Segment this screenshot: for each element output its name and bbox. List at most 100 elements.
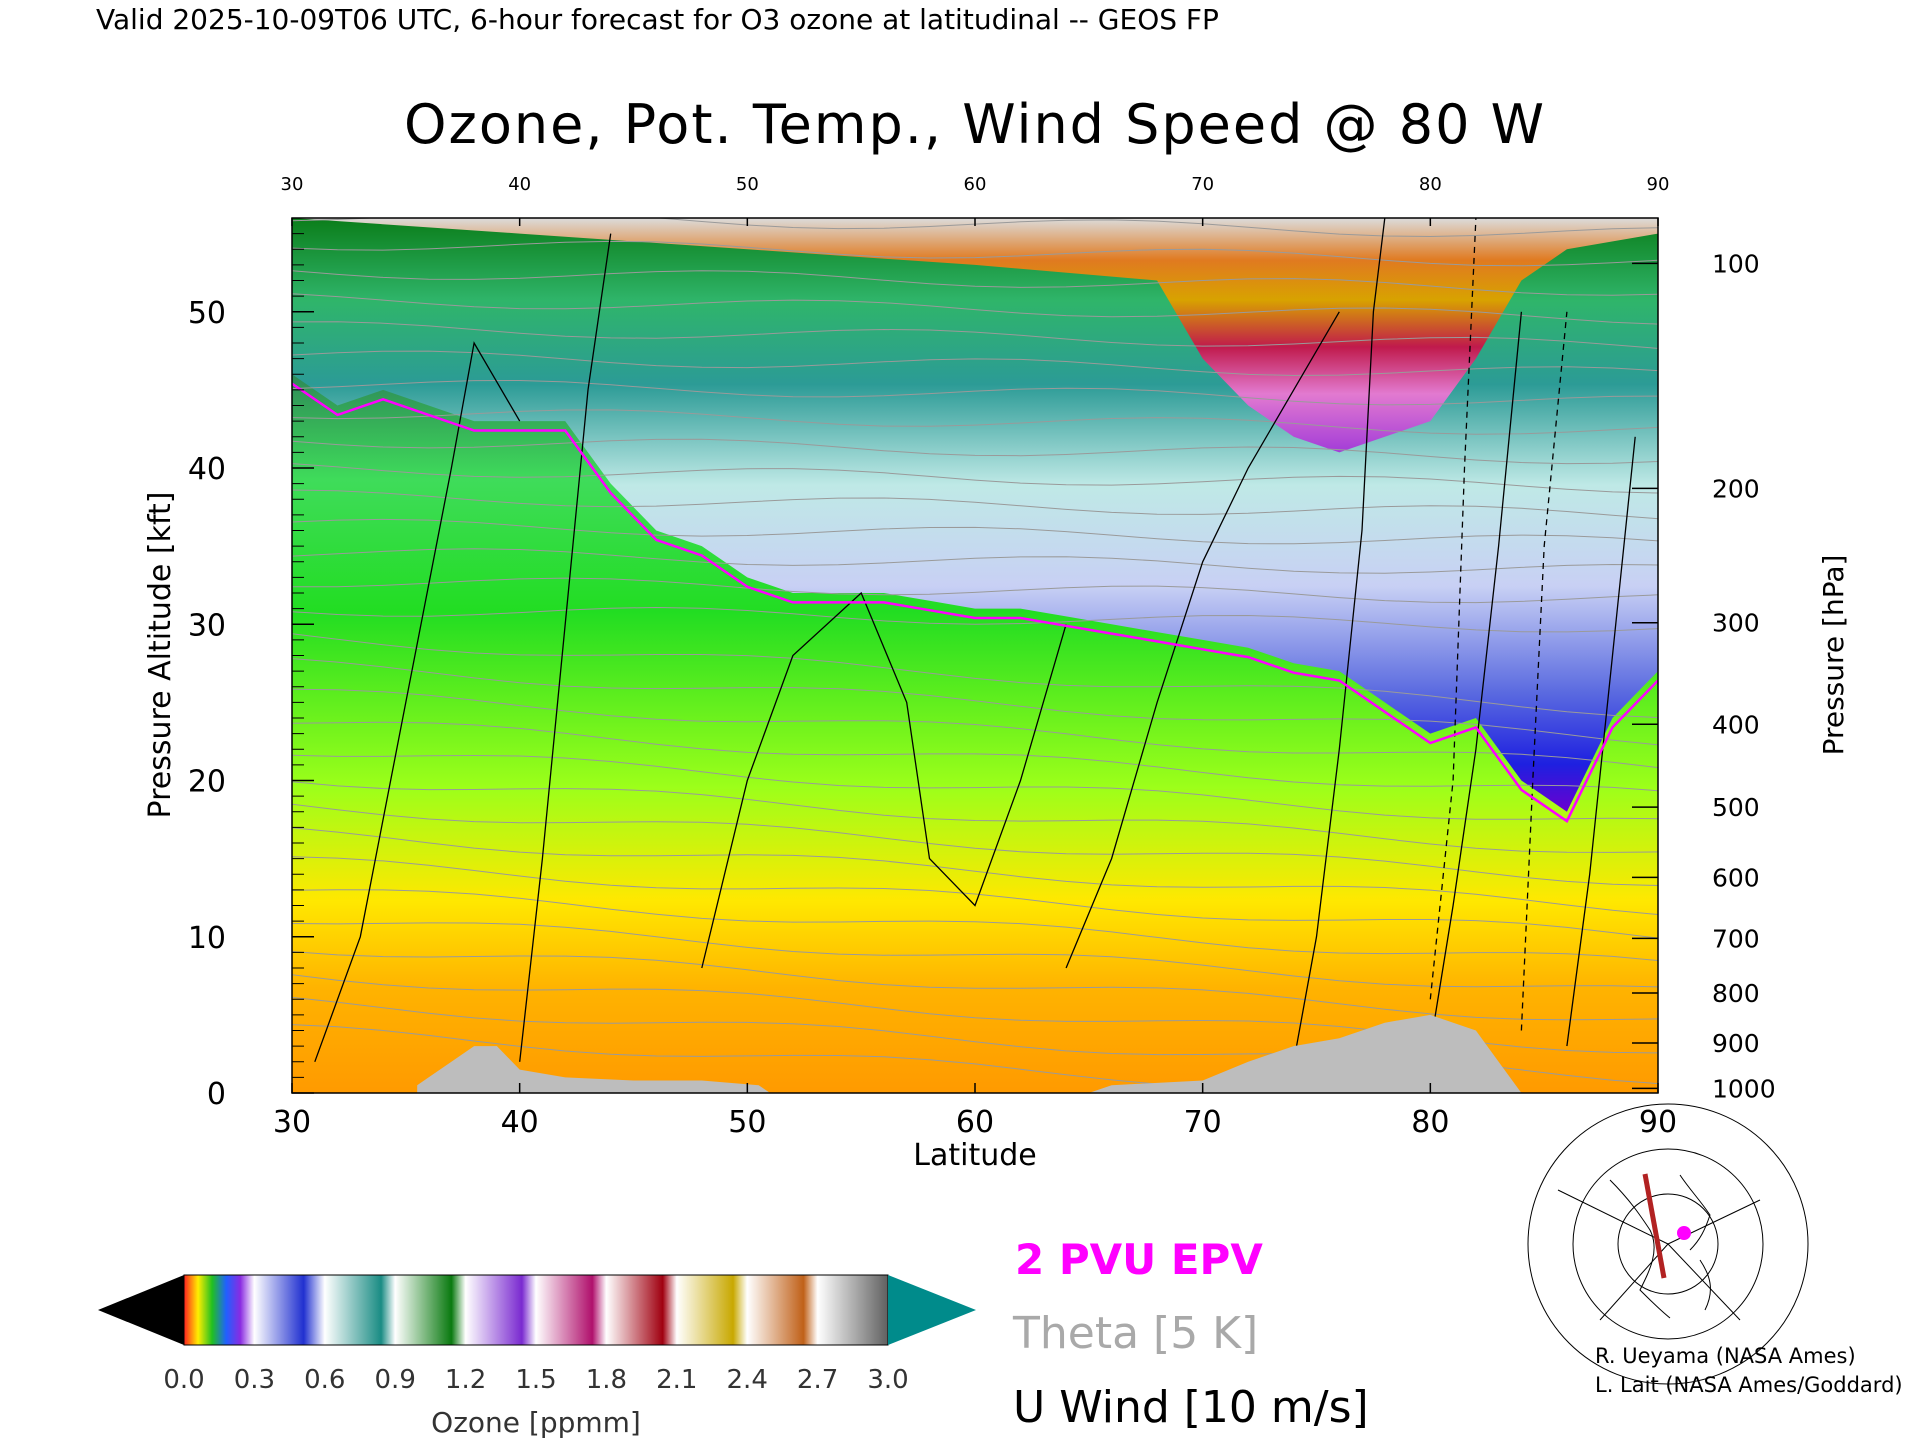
theta-contour-line: [292, 293, 1658, 325]
legend-epv: 2 PVU EPV: [1015, 1235, 1263, 1284]
theta-contour-line: [292, 577, 1658, 604]
colorbar-tick-label: 2.4: [727, 1365, 768, 1395]
colorbar-label: Ozone [ppmm]: [431, 1406, 641, 1439]
pressure-tick-label: 800: [1712, 979, 1760, 1008]
legend-theta: Theta [5 K]: [1012, 1308, 1258, 1359]
theta-contour-line: [292, 889, 1658, 961]
theta-contour-line: [292, 240, 1658, 267]
theta-contour-line: [292, 781, 1658, 853]
u-wind-contour-line: [519, 233, 612, 1062]
colorbar-low-arrow: [98, 1275, 184, 1345]
epv-2pvu-contour: [292, 382, 1658, 823]
colorbar-tick-label: 2.1: [656, 1365, 697, 1395]
pressure-tick-label: 300: [1712, 609, 1760, 638]
colorbar-tick-label: 0.9: [375, 1365, 416, 1395]
x-top-tick-label: 40: [508, 174, 531, 195]
x-tick-label: 40: [501, 1105, 539, 1140]
theta-contour-line: [292, 548, 1658, 574]
theta-contour-line: [292, 856, 1658, 939]
theta-contours: [292, 218, 1658, 1093]
colorbar-tick-label: 0.3: [234, 1365, 275, 1395]
theta-contour-line: [292, 438, 1658, 465]
x-tick-label: 70: [1184, 1105, 1222, 1140]
x-axis-top: 30 40 50 60 70 80 90: [281, 174, 1670, 226]
y-tick-label: 10: [188, 921, 226, 956]
colorbar-tick-label: 1.2: [445, 1365, 486, 1395]
pressure-tick-label: 200: [1712, 474, 1760, 503]
u-wind-contour-line: [1293, 218, 1386, 1062]
y-tick-label: 50: [188, 296, 226, 331]
x-top-tick-label: 60: [964, 174, 987, 195]
u-wind-contour-line: [1429, 311, 1523, 1047]
x-top-tick-label: 50: [736, 174, 759, 195]
colorbar-tick-label: 1.5: [515, 1365, 556, 1395]
coastline: [1609, 1174, 1711, 1319]
theta-contour-line: [292, 803, 1658, 886]
u-wind-contour-line: [314, 341, 521, 1063]
theta-contour-line: [292, 721, 1658, 792]
pressure-tick-label: 900: [1712, 1029, 1760, 1058]
x-top-tick-label: 30: [281, 174, 304, 195]
theta-contour-line: [292, 270, 1658, 296]
theta-contour-line: [292, 463, 1658, 494]
u-wind-contour-line: [1429, 218, 1477, 1000]
upper-stratosphere-ozone-field: [292, 218, 1658, 453]
pressure-tick-label: 500: [1712, 793, 1760, 822]
pressure-tick-label: 700: [1712, 924, 1760, 953]
theta-contour-line: [292, 489, 1658, 520]
x-axis-bottom: 30 40 50 60 70 80 90: [273, 1083, 1677, 1140]
chart-title: Ozone, Pot. Temp., Wind Speed @ 80 W: [404, 93, 1546, 156]
x-tick-label: 30: [273, 1105, 311, 1140]
u-wind-contours: [314, 218, 1636, 1063]
x-tick-label: 60: [956, 1105, 994, 1140]
colorbar-ramp: [183, 1274, 889, 1346]
colorbar-high-arrow: [888, 1275, 976, 1345]
y-axis-left: 0 10 20 30 40 50: [188, 233, 314, 1112]
pressure-tick-label: 600: [1712, 863, 1760, 892]
x-tick-label: 90: [1639, 1105, 1677, 1140]
x-top-tick-label: 90: [1647, 174, 1670, 195]
theta-contour-line: [292, 350, 1658, 377]
theta-contour-line: [292, 827, 1658, 915]
y-axis-label-right: Pressure [hPa]: [1817, 555, 1850, 756]
credit-line-2: L. Lait (NASA Ames/Goddard): [1595, 1373, 1903, 1397]
u-wind-contour-line: [1065, 311, 1340, 969]
colorbar-ticks: 0.0 0.3 0.6 0.9 1.2 1.5 1.8 2.1 2.4 2.7 3.0: [163, 1365, 908, 1395]
pressure-tick-label: 400: [1712, 710, 1760, 739]
pressure-tick-label: 100: [1712, 249, 1760, 278]
theta-contour-line: [292, 658, 1658, 746]
colorbar-tick-label: 0.0: [163, 1365, 204, 1395]
x-tick-label: 80: [1411, 1105, 1449, 1140]
theta-contour-line: [292, 754, 1658, 820]
x-tick-label: 50: [728, 1105, 766, 1140]
y-axis-label-left: Pressure Altitude [kft]: [143, 492, 178, 819]
y-tick-label: 0: [207, 1077, 226, 1112]
theta-contour-line: [292, 518, 1658, 545]
u-wind-contour-line: [1566, 436, 1636, 1047]
inset-location-map: [1527, 1103, 1809, 1385]
pressure-tick-label: 1000: [1712, 1074, 1776, 1103]
legend-uwind: U Wind [10 m/s]: [1013, 1382, 1369, 1433]
topography: [417, 1014, 1522, 1093]
theta-contour-line: [292, 922, 1658, 988]
y-tick-label: 40: [188, 452, 226, 487]
y-tick-label: 20: [188, 765, 226, 800]
theta-contour-line: [292, 409, 1658, 435]
theta-contour-line: [292, 606, 1658, 633]
colorbar-tick-label: 1.8: [586, 1365, 627, 1395]
location-marker: [1677, 1226, 1691, 1240]
x-top-tick-label: 80: [1419, 174, 1442, 195]
theta-contour-line: [292, 633, 1658, 719]
plot-area: [292, 218, 1658, 1093]
theta-contour-line: [292, 688, 1658, 769]
u-wind-contour-line: [701, 591, 1067, 969]
colorbar-tick-label: 0.6: [304, 1365, 345, 1395]
colorbar-tick-label: 3.0: [867, 1365, 908, 1395]
y-axis-right: 100 200 300 400 500 600 700 800 900 1000: [1632, 249, 1776, 1103]
colorbar-tick-label: 2.7: [797, 1365, 838, 1395]
theta-contour-line: [292, 321, 1658, 349]
u-wind-contour-line: [1520, 311, 1568, 1031]
theta-contour-line: [292, 379, 1658, 406]
transect-line: [1642, 1173, 1667, 1279]
credit-line-1: R. Ueyama (NASA Ames): [1595, 1344, 1856, 1368]
